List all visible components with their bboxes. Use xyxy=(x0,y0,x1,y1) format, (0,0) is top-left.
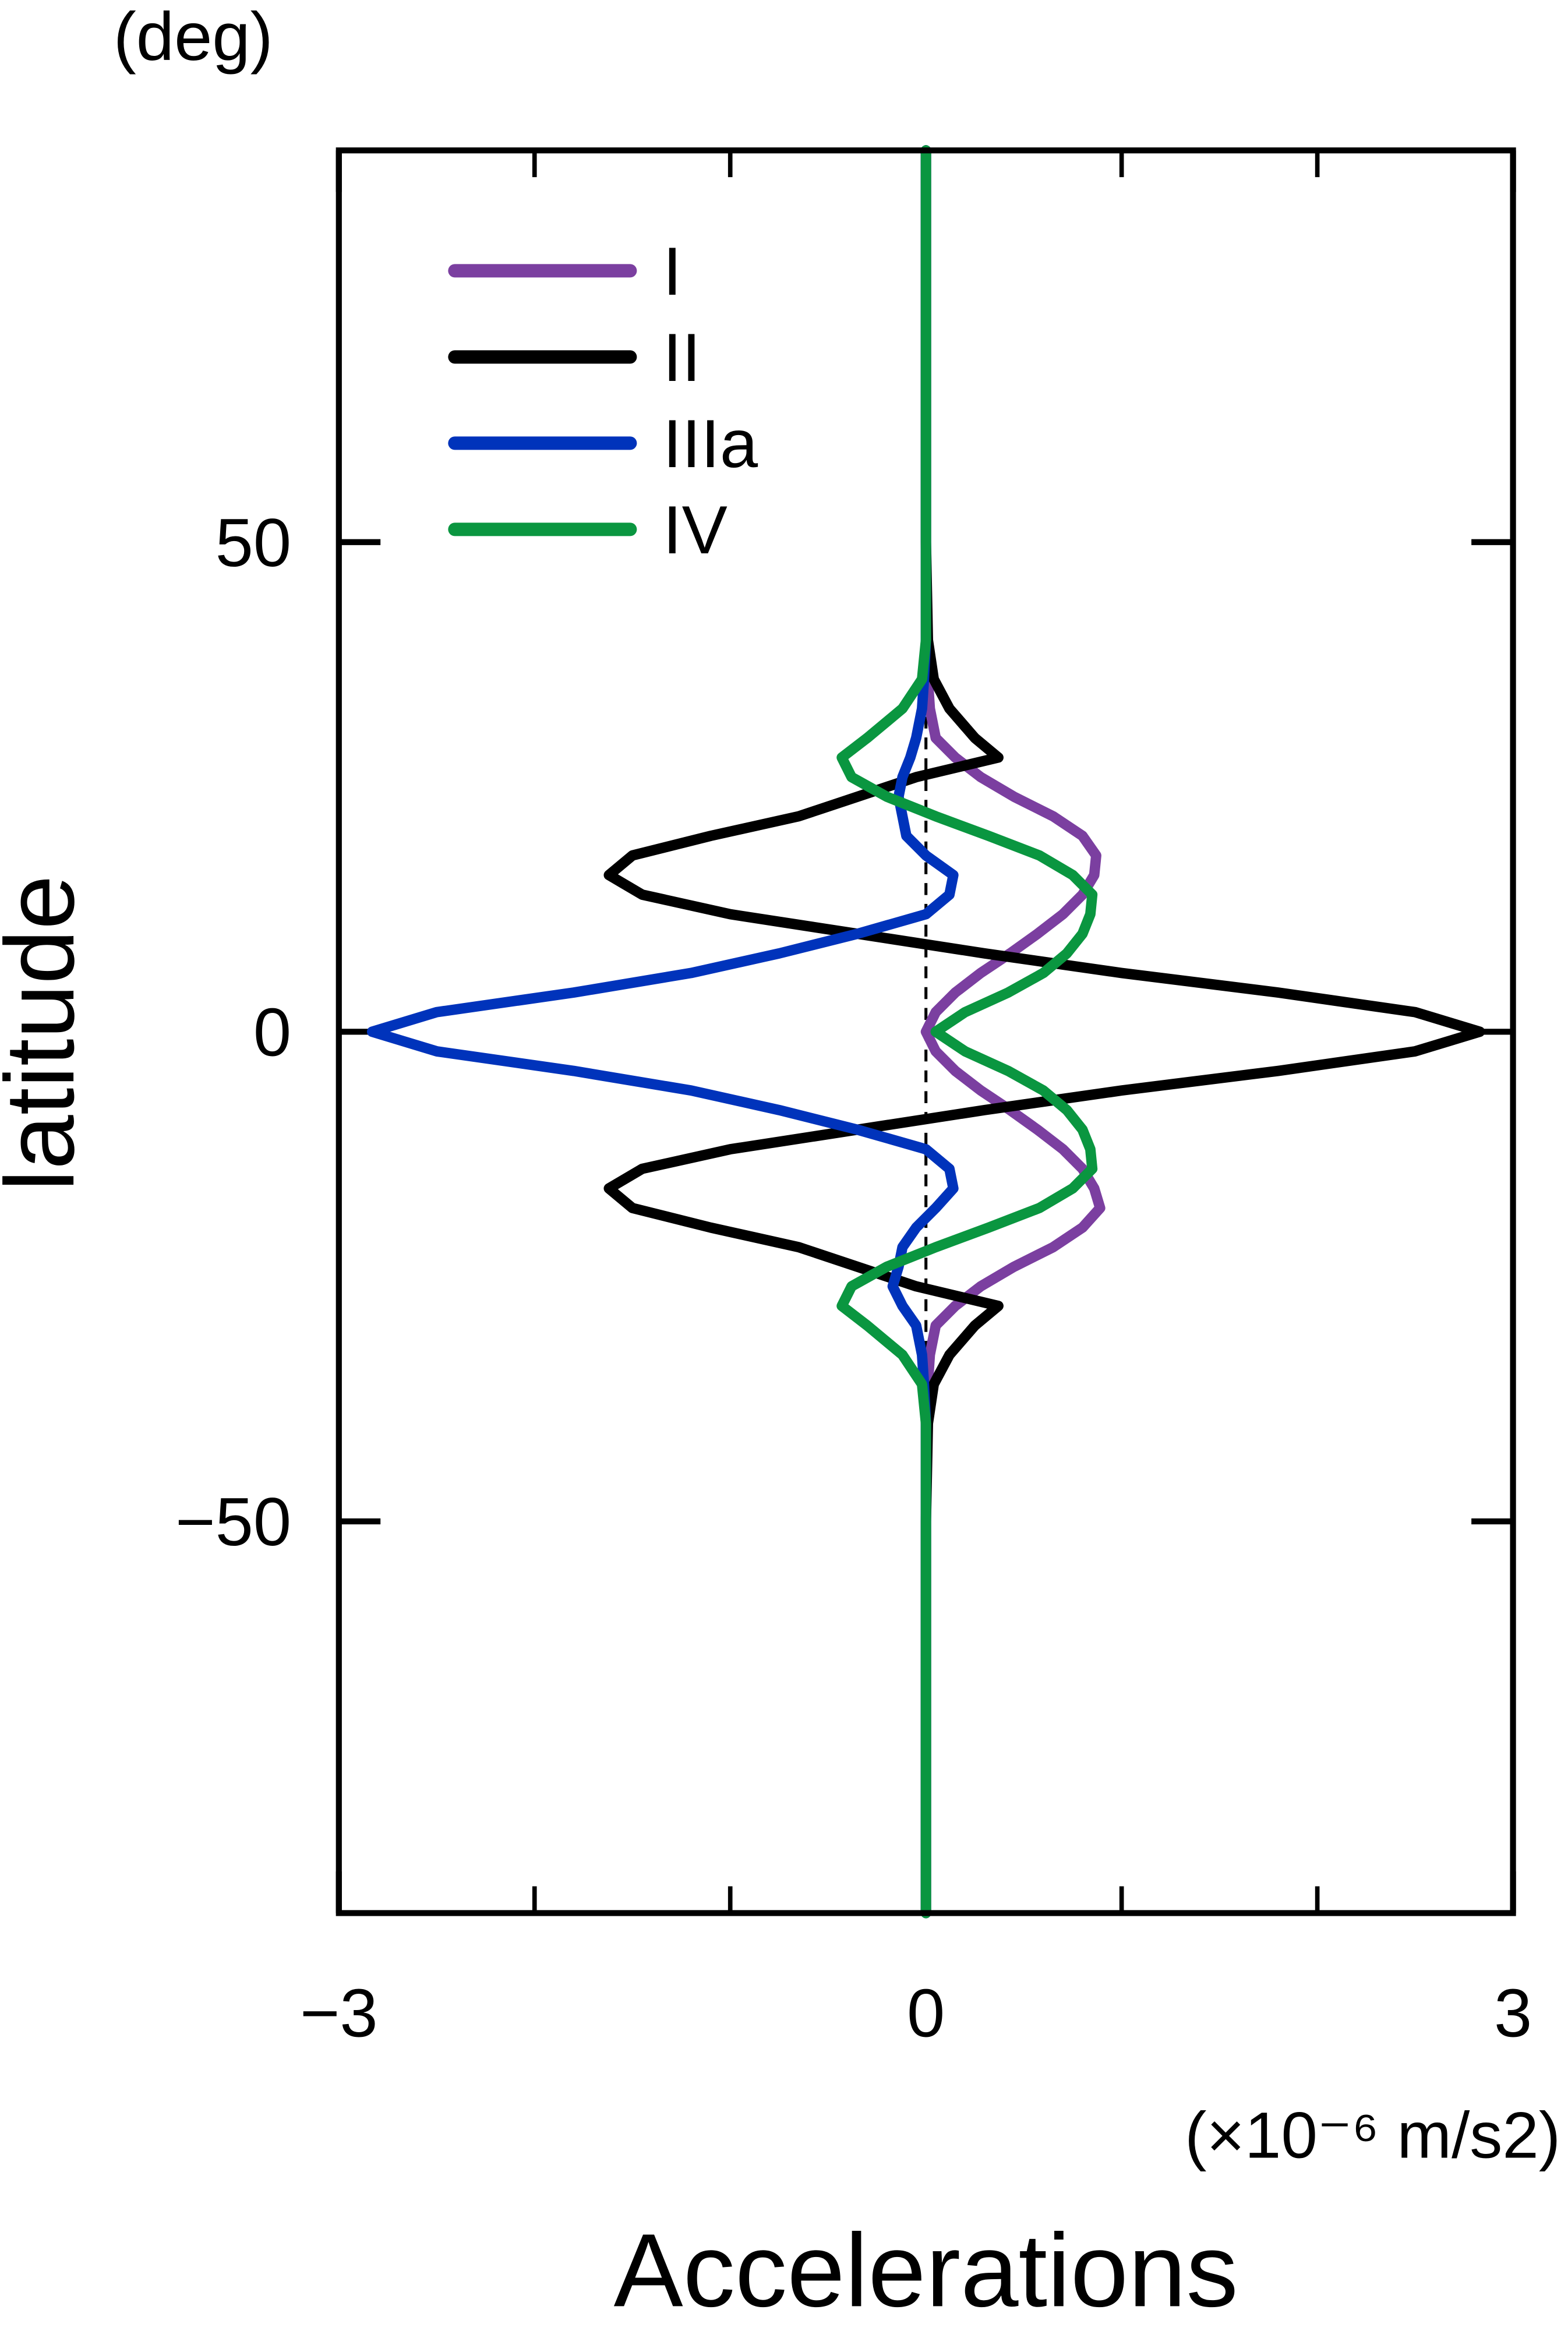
series-line xyxy=(603,145,1485,1919)
y-tick-label: 50 xyxy=(216,504,292,581)
x-axis-unit: (×10⁻⁶ m/s2) xyxy=(1185,2099,1560,2172)
legend-label: IV xyxy=(663,492,728,568)
x-tick-label: −3 xyxy=(300,1975,378,2051)
legend-label: II xyxy=(663,319,701,395)
legend-label: I xyxy=(663,233,682,309)
series-line xyxy=(366,145,959,1919)
y-axis-label: latitude xyxy=(0,875,94,1191)
x-tick-label: 0 xyxy=(907,1975,945,2051)
y-tick-label: 0 xyxy=(253,994,291,1071)
y-axis-unit: (deg) xyxy=(114,0,273,75)
series-line xyxy=(836,145,1098,1919)
series-line xyxy=(920,145,1106,1919)
legend-label: IIIa xyxy=(663,405,758,482)
x-axis-label: Accelerations xyxy=(614,2212,1238,2328)
x-tick-label: 3 xyxy=(1494,1975,1532,2051)
plot-frame xyxy=(336,147,1516,1916)
y-tick-label: −50 xyxy=(175,1484,291,1560)
